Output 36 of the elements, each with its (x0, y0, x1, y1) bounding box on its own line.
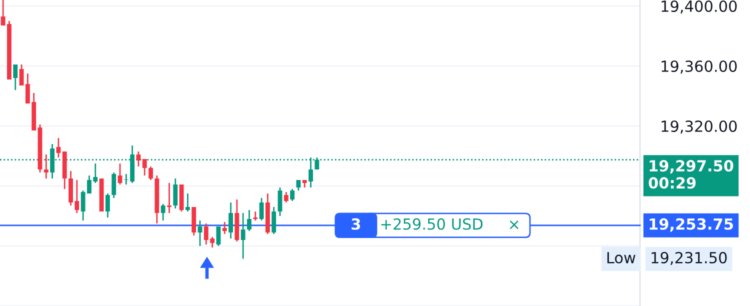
ref-line-label: 19,297.50 (650, 160, 734, 174)
candlestick (216, 226, 221, 247)
candlestick (290, 188, 295, 202)
y-tick-label: 19,400.00 (662, 0, 737, 14)
annotation: Low (607, 252, 636, 264)
candlestick (259, 197, 264, 222)
text: +259.50 USD × (381, 218, 518, 230)
candlestick (198, 220, 202, 247)
annotation: 3 (352, 218, 360, 230)
candlestick (118, 162, 122, 186)
candlestick (296, 179, 301, 192)
candlestick (167, 182, 172, 214)
text: 19,231.50 (652, 252, 727, 265)
candlestick (44, 154, 48, 180)
candlestick (148, 166, 153, 181)
candlestick (160, 203, 166, 222)
candlestick (240, 212, 246, 260)
candlestick (228, 202, 233, 240)
candlestick (185, 192, 190, 212)
candlestick (272, 206, 276, 235)
y-tick-label: 19,320.00 (662, 120, 737, 134)
candlestick (173, 178, 178, 210)
candlestick (284, 191, 288, 204)
candlestick (56, 137, 61, 158)
candlestick (247, 209, 252, 232)
text: 00:29 (648, 177, 696, 189)
candlestick (253, 210, 258, 222)
y-tick-label: 19,360.00 (662, 60, 737, 74)
candlestick (13, 64, 18, 91)
candlestick (136, 150, 141, 168)
ref-line-label: 19,253.75 (650, 218, 733, 232)
candlestick (278, 186, 282, 217)
candlestick (142, 158, 147, 176)
candlestick (112, 172, 116, 199)
candlestick (222, 221, 227, 235)
candlestick (105, 192, 110, 218)
